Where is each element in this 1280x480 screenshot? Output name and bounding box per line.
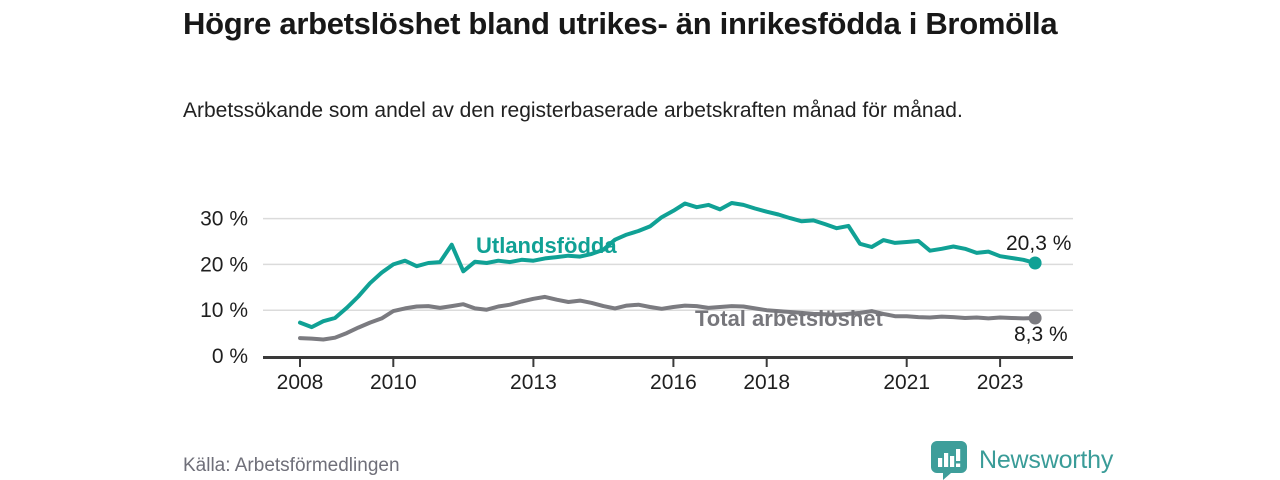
series-end-dot-1 xyxy=(1028,311,1042,325)
brand-name: Newsworthy xyxy=(979,445,1114,474)
source-note: Källa: Arbetsförmedlingen xyxy=(183,455,400,476)
series-label-total: Total arbetslöshet xyxy=(695,306,884,331)
x-tick-label-2016: 2016 xyxy=(650,371,697,394)
chart-subtitle: Arbetssökande som andel av den registerb… xyxy=(183,99,963,122)
y-tick-label-20: 20 % xyxy=(200,253,248,276)
series-end-dot-0 xyxy=(1028,256,1042,270)
series-lines xyxy=(298,201,1042,342)
y-tick-label-0: 0 % xyxy=(212,345,248,368)
x-tick-label-2018: 2018 xyxy=(743,371,790,394)
end-value-label-total: 8,3 % xyxy=(1014,323,1068,346)
x-tick-label-2008: 2008 xyxy=(277,371,324,394)
series-line-0 xyxy=(298,201,1038,330)
end-value-label-utlandsfodda: 20,3 % xyxy=(1006,232,1071,255)
newsworthy-bubble-chart-icon xyxy=(931,441,967,480)
y-tick-label-10: 10 % xyxy=(200,299,248,322)
x-tick-label-2021: 2021 xyxy=(883,371,930,394)
chart-title: Högre arbetslöshet bland utrikes- än inr… xyxy=(183,6,1058,41)
x-tick-label-2013: 2013 xyxy=(510,371,557,394)
axis-tick-labels: 2008 2010 2013 2016 2018 2021 2023 0 % 10 % 20 % 3… xyxy=(200,208,1023,394)
x-tick-label-2010: 2010 xyxy=(370,371,417,394)
x-tick-label-2023: 2023 xyxy=(977,371,1024,394)
series-line-1 xyxy=(298,294,1038,342)
y-tick-label-30: 30 % xyxy=(200,208,248,231)
brand-logo: Newsworthy xyxy=(930,440,1113,480)
x-axis xyxy=(263,356,1073,367)
series-label-utlandsfodda: Utlandsfödda xyxy=(476,233,617,258)
gridlines xyxy=(263,217,1073,311)
